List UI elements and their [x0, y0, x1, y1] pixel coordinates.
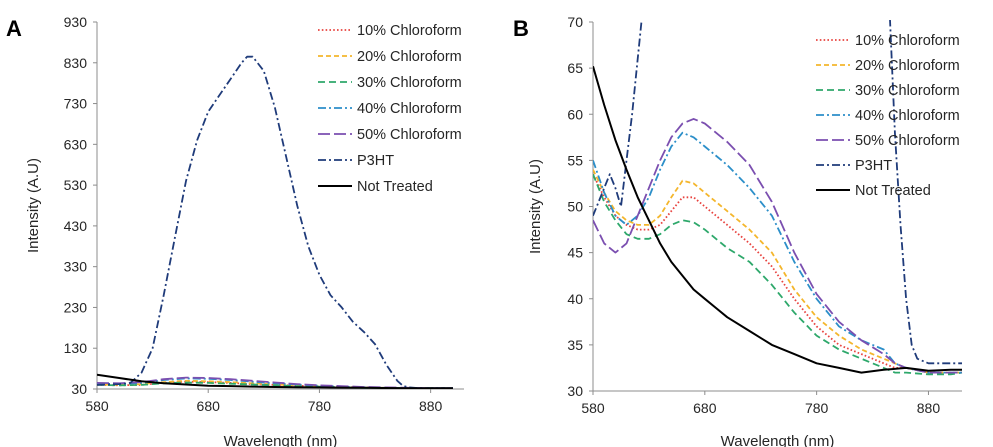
- chart-panel-b: B 30 35 40 45 50 55 60 65 70 580 680 780 880 Wavelengt…: [513, 14, 963, 447]
- x-tick-label: 880: [419, 398, 443, 414]
- y-tick-label: 530: [64, 177, 88, 193]
- series-line-30-chloroform: [593, 173, 963, 376]
- legend-entry: 10% Chloroform: [855, 33, 960, 49]
- legend-entry: P3HT: [855, 158, 892, 174]
- legend-entry: 30% Chloroform: [855, 83, 960, 99]
- legend-entry: 20% Chloroform: [855, 58, 960, 74]
- x-axis-label: Wavelength (nm): [721, 433, 835, 447]
- x-tick-label: 880: [917, 400, 941, 416]
- y-tick-label: 730: [64, 96, 88, 112]
- x-tick-label: 780: [308, 398, 332, 414]
- x-tick-label: 580: [85, 398, 109, 414]
- series-group: [593, 20, 963, 376]
- series-line-20-chloroform: [593, 169, 962, 374]
- series-line-10-chloroform: [593, 173, 962, 374]
- legend-entry: 50% Chloroform: [855, 133, 960, 149]
- legend-entry: 30% Chloroform: [357, 75, 462, 91]
- legend-entry: 40% Chloroform: [855, 108, 960, 124]
- y-tick-label: 70: [567, 14, 583, 30]
- y-tick-label: 55: [567, 152, 583, 168]
- y-tick-label: 630: [64, 136, 88, 152]
- chart-panel-a: A 30 130 230 330 430 530 630 730 830 930 580 680 780 8…: [6, 14, 464, 447]
- y-tick-label: 50: [567, 199, 583, 215]
- legend: 10% Chloroform 20% Chloroform 30% Chlorofo…: [318, 23, 462, 195]
- legend-entry: P3HT: [357, 153, 394, 169]
- x-axis-label: Wavelength (nm): [224, 433, 338, 447]
- y-tick-label: 30: [567, 383, 583, 399]
- series-line-p3ht: [97, 55, 453, 389]
- series-line-p3ht: [593, 20, 962, 365]
- y-tick-label: 430: [64, 218, 88, 234]
- y-tick-label: 65: [567, 60, 583, 76]
- x-tick-label: 580: [581, 400, 605, 416]
- y-tick-label: 60: [567, 106, 583, 122]
- series-line-not-treated: [97, 373, 453, 389]
- y-tick-label: 930: [64, 14, 88, 30]
- series-line-30-chloroform: [97, 381, 453, 389]
- legend: 10% Chloroform 20% Chloroform 30% Chlorofo…: [816, 33, 960, 199]
- legend-entry: Not Treated: [357, 179, 433, 195]
- series-line-not-treated: [593, 66, 962, 374]
- x-tick-label: 780: [805, 400, 829, 416]
- y-axis-label: Intensity (A.U): [527, 159, 544, 254]
- legend-entry: Not Treated: [855, 183, 931, 199]
- y-tick-label: 130: [64, 340, 88, 356]
- y-tick-label: 40: [567, 291, 583, 307]
- series-line-40-chloroform: [593, 131, 962, 374]
- x-tick-label: 680: [693, 400, 717, 416]
- panel-letter: A: [6, 16, 22, 41]
- y-tick-label: 30: [71, 381, 87, 397]
- series-line-50-chloroform: [593, 118, 962, 374]
- panel-letter: B: [513, 16, 529, 41]
- y-tick-label: 830: [64, 55, 88, 71]
- legend-entry: 10% Chloroform: [357, 23, 462, 39]
- series-group: [97, 55, 453, 389]
- y-tick-label: 35: [567, 337, 583, 353]
- y-tick-label: 230: [64, 299, 88, 315]
- x-tick-label: 680: [197, 398, 221, 414]
- y-axis-label: Intensity (A.U): [25, 158, 42, 253]
- y-tick-label: 330: [64, 259, 88, 275]
- y-tick-label: 45: [567, 245, 583, 261]
- legend-entry: 50% Chloroform: [357, 127, 462, 143]
- legend-entry: 40% Chloroform: [357, 101, 462, 117]
- legend-entry: 20% Chloroform: [357, 49, 462, 65]
